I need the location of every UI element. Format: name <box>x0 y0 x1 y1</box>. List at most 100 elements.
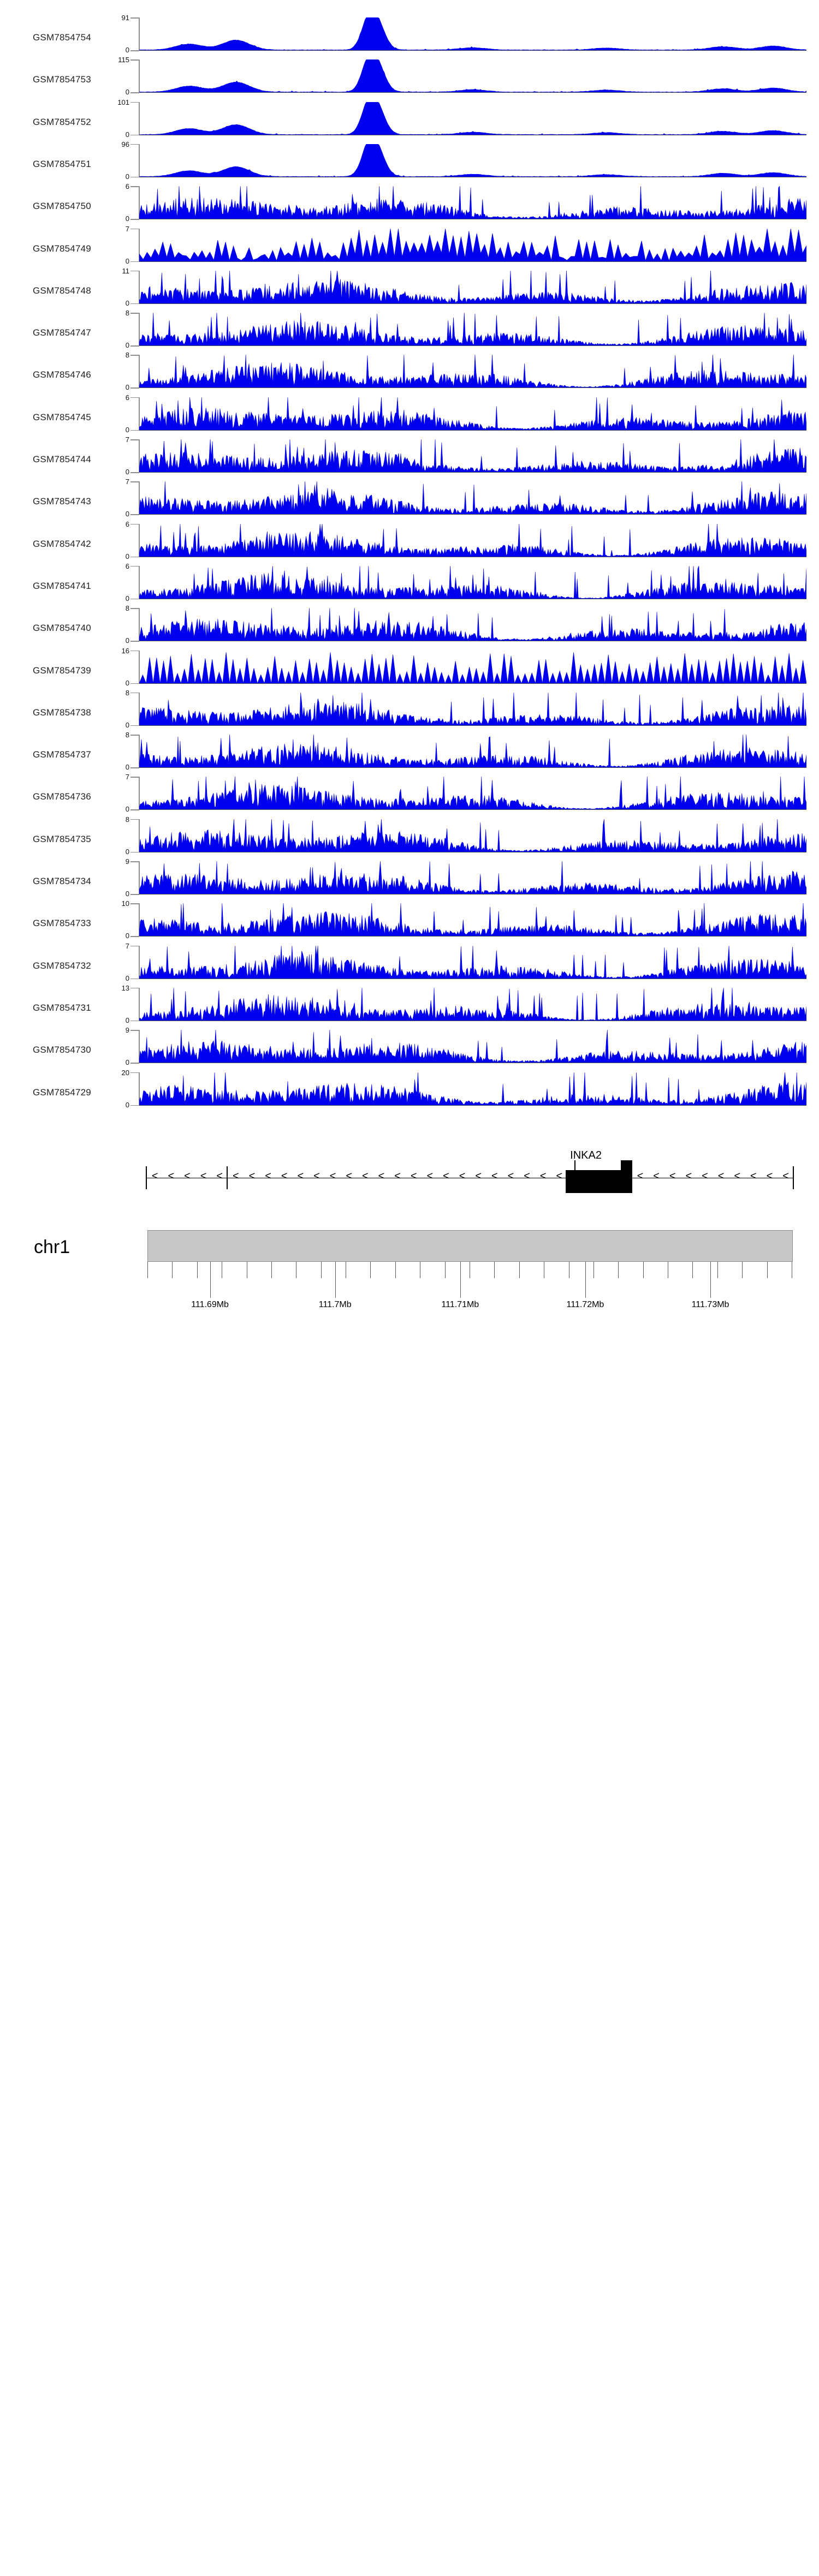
y-axis-spine <box>139 439 140 472</box>
y-axis-min-label: 0 <box>125 468 129 476</box>
signal-plot-area[interactable] <box>139 439 806 473</box>
y-axis-tick-top <box>130 819 139 820</box>
track-sample-label: GSM7854739 <box>33 665 91 676</box>
coverage-track[interactable]: GSM7854740 8 0 <box>0 604 819 648</box>
signal-plot-area[interactable] <box>139 228 806 262</box>
signal-plot-area[interactable] <box>139 102 806 135</box>
signal-plot-area[interactable] <box>139 565 806 599</box>
y-axis-spine <box>139 945 140 979</box>
coverage-track[interactable]: GSM7854744 7 0 <box>0 436 819 480</box>
signal-histogram <box>139 17 806 50</box>
ideogram-bar[interactable] <box>147 1230 793 1262</box>
y-axis-spine <box>139 1072 140 1105</box>
signal-plot-area[interactable] <box>139 17 806 51</box>
signal-plot-area[interactable] <box>139 59 806 93</box>
signal-plot-area[interactable] <box>139 903 806 937</box>
strand-arrow-icon: < <box>443 1170 449 1182</box>
signal-plot-area[interactable] <box>139 861 806 895</box>
coverage-track[interactable]: GSM7854742 6 0 <box>0 520 819 564</box>
y-axis-min-label: 0 <box>125 932 129 940</box>
coverage-track[interactable]: GSM7854730 9 0 <box>0 1026 819 1070</box>
coverage-track[interactable]: GSM7854732 7 0 <box>0 942 819 986</box>
signal-plot-area[interactable] <box>139 481 806 515</box>
coverage-track[interactable]: GSM7854748 11 0 <box>0 267 819 311</box>
y-axis-tick-bottom <box>130 92 139 93</box>
coverage-track[interactable]: GSM7854736 7 0 <box>0 773 819 817</box>
signal-histogram <box>139 652 806 683</box>
signal-plot-area[interactable] <box>139 186 806 219</box>
coverage-track[interactable]: GSM7854752 101 0 <box>0 98 819 142</box>
signal-plot-area[interactable] <box>139 144 806 177</box>
y-axis-tick-bottom <box>130 303 139 305</box>
ruler-major-tick <box>210 1261 211 1298</box>
y-axis-tick-top <box>130 186 139 187</box>
coverage-track[interactable]: GSM7854751 96 0 <box>0 140 819 184</box>
strand-arrow-icon: < <box>361 1170 369 1182</box>
strand-arrow-icon: < <box>168 1170 175 1182</box>
track-sample-label: GSM7854731 <box>33 1002 91 1013</box>
signal-plot-area[interactable] <box>139 735 806 768</box>
coverage-track[interactable]: GSM7854745 6 0 <box>0 393 819 438</box>
coverage-track[interactable]: GSM7854750 6 0 <box>0 182 819 226</box>
y-axis-tick-bottom <box>130 683 139 684</box>
signal-histogram <box>139 228 806 261</box>
y-axis-tick-bottom <box>130 978 139 980</box>
y-axis-tick-top <box>130 523 139 525</box>
signal-histogram <box>139 1030 806 1063</box>
signal-plot-area[interactable] <box>139 608 806 641</box>
signal-plot-area[interactable] <box>139 987 806 1021</box>
y-axis-max-label: 7 <box>125 478 129 486</box>
signal-plot-area[interactable] <box>139 397 806 431</box>
signal-histogram <box>139 355 806 388</box>
y-axis-tick-bottom <box>130 1105 139 1106</box>
coverage-track[interactable]: GSM7854731 13 0 <box>0 984 819 1028</box>
signal-plot-area[interactable] <box>139 313 806 346</box>
coverage-track[interactable]: GSM7854747 8 0 <box>0 309 819 353</box>
coverage-track[interactable]: GSM7854735 8 0 <box>0 815 819 860</box>
signal-plot-area[interactable] <box>139 945 806 979</box>
signal-plot-area[interactable] <box>139 651 806 684</box>
y-axis-min-label: 0 <box>125 214 129 223</box>
coverage-track[interactable]: GSM7854753 115 0 <box>0 56 819 100</box>
gene-exon-block[interactable] <box>620 1160 632 1193</box>
coverage-track[interactable]: GSM7854734 9 0 <box>0 857 819 902</box>
signal-histogram <box>139 777 806 810</box>
signal-plot-area[interactable] <box>139 355 806 388</box>
ruler-minor-tick <box>618 1261 619 1278</box>
ruler-minor-tick <box>444 1261 446 1278</box>
y-axis-spine <box>139 1030 140 1063</box>
signal-plot-area[interactable] <box>139 1072 806 1106</box>
y-axis-tick-top <box>130 650 139 651</box>
y-axis-min-label: 0 <box>125 847 129 856</box>
signal-plot-area[interactable] <box>139 692 806 726</box>
coverage-track[interactable]: GSM7854739 16 0 <box>0 647 819 691</box>
y-axis-max-label: 6 <box>125 182 129 191</box>
ruler-major-tick <box>585 1261 586 1298</box>
signal-plot-area[interactable] <box>139 1030 806 1063</box>
signal-plot-area[interactable] <box>139 777 806 810</box>
coverage-track[interactable]: GSM7854746 8 0 <box>0 351 819 395</box>
coverage-track[interactable]: GSM7854733 10 0 <box>0 899 819 944</box>
y-axis-tick-bottom <box>130 1063 139 1064</box>
coverage-track[interactable]: GSM7854738 8 0 <box>0 689 819 733</box>
signal-histogram <box>139 59 806 93</box>
y-axis-tick-top <box>130 565 139 567</box>
coverage-track[interactable]: GSM7854737 8 0 <box>0 731 819 775</box>
coverage-track[interactable]: GSM7854743 7 0 <box>0 478 819 522</box>
coverage-track[interactable]: GSM7854729 20 0 <box>0 1069 819 1113</box>
y-axis-spine <box>139 481 140 515</box>
ruler-minor-tick <box>370 1261 371 1278</box>
y-axis-tick-top <box>130 313 139 314</box>
signal-plot-area[interactable] <box>139 270 806 304</box>
signal-plot-area[interactable] <box>139 523 806 557</box>
gene-annotation-track[interactable]: INKA2 < < < < < < < < < < < < < < < < < < < < < < < < < < < < < < < < < < <… <box>0 1148 819 1208</box>
coverage-track[interactable]: GSM7854741 6 0 <box>0 562 819 606</box>
strand-arrow-icon: < <box>248 1170 256 1182</box>
track-baseline <box>139 894 806 895</box>
ruler-minor-tick <box>519 1261 520 1278</box>
coverage-track[interactable]: GSM7854754 91 0 <box>0 14 819 58</box>
coverage-track[interactable]: GSM7854749 7 0 <box>0 225 819 269</box>
y-axis-min-label: 0 <box>125 88 129 97</box>
signal-plot-area[interactable] <box>139 819 806 852</box>
ruler-coordinate-label: 111.72Mb <box>566 1299 604 1309</box>
